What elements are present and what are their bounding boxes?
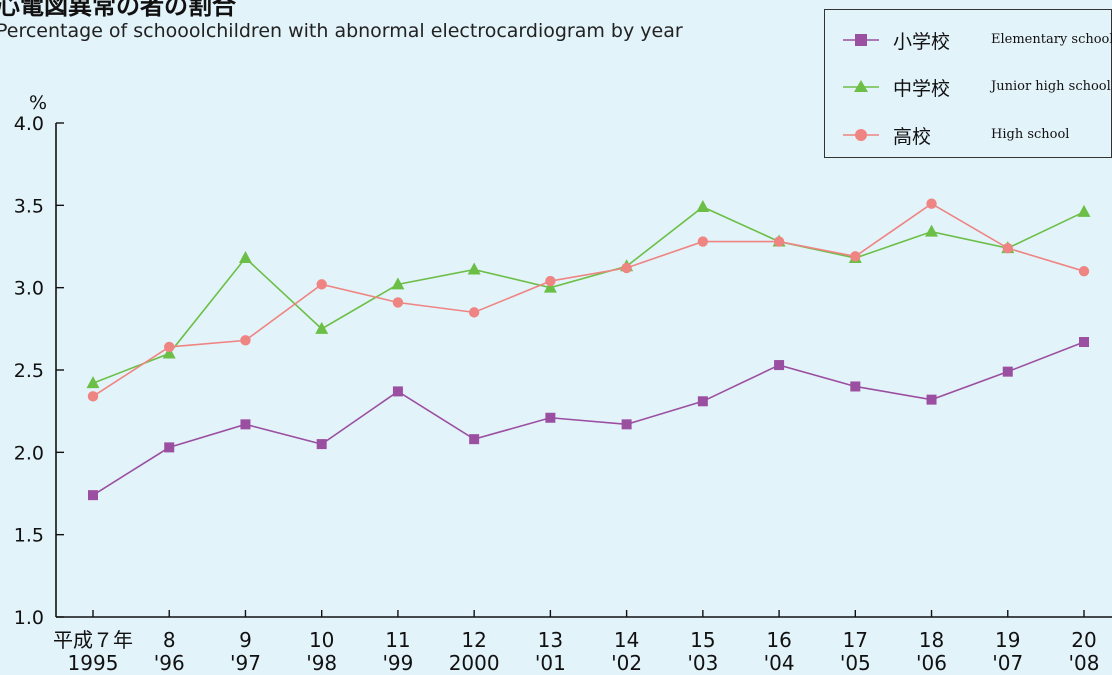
series-line-high (92, 202, 1085, 398)
x-tick-label-top: 12 (461, 628, 486, 652)
series-elementary (88, 337, 1089, 501)
legend-label-jp: 中学校 (893, 78, 951, 100)
data-point-triangle (391, 277, 405, 290)
legend-label-jp: 高校 (893, 126, 932, 148)
x-tick-label-top: 13 (538, 628, 563, 652)
x-tick-label-top: 16 (766, 628, 791, 652)
x-tick-label-top: 8 (163, 628, 176, 652)
chart-title: 心電図異常の者の割合 (0, 0, 236, 20)
x-tick-label-top: 19 (995, 628, 1020, 652)
data-point-square (316, 439, 327, 450)
x-tick-label-bottom: 2000 (449, 651, 500, 675)
data-point-circle (316, 279, 327, 290)
chart-legend: 小学校 Elementary school 中学校 Junior high sc… (824, 9, 1112, 158)
data-point-circle (392, 297, 404, 308)
data-point-circle (164, 341, 175, 353)
data-point-square (1079, 337, 1089, 348)
data-point-circle (545, 275, 556, 287)
data-point-square (1002, 366, 1013, 377)
x-tick-label-top: 20 (1071, 628, 1096, 652)
x-tick-label-bottom: '06 (916, 651, 947, 675)
x-tick-label-bottom: '05 (840, 651, 871, 675)
series-high (87, 198, 1090, 402)
x-tick-label-bottom: '04 (764, 651, 795, 675)
data-point-circle (850, 251, 861, 262)
data-point-circle (468, 307, 480, 318)
data-point-square (392, 386, 403, 397)
y-tick-label: 1.0 (14, 607, 44, 629)
data-point-triangle (162, 346, 176, 359)
x-tick-label-top: 10 (309, 628, 334, 652)
y-tick-label: 2.5 (14, 360, 44, 382)
y-tick-label: 1.5 (14, 525, 44, 547)
legend-square-marker-icon (843, 34, 879, 46)
legend-label-en: Elementary school (991, 32, 1112, 47)
y-tick-label: 3.5 (14, 195, 44, 217)
x-tick-label-top: 11 (385, 628, 410, 652)
data-point-square (926, 394, 937, 405)
x-tick-label-top: 9 (239, 628, 252, 652)
data-point-square (469, 434, 480, 445)
data-point-square (850, 381, 861, 392)
x-tick-label-top: 平成７年 (53, 628, 133, 652)
y-axis-unit: % (29, 92, 47, 114)
x-tick-label-bottom: 1995 (68, 651, 119, 675)
data-point-triangle (925, 224, 939, 237)
x-tick-label-top: 14 (614, 628, 639, 652)
y-tick-label: 2.0 (14, 442, 44, 464)
data-point-circle (1002, 242, 1013, 254)
data-point-circle (926, 198, 937, 209)
x-tick-label-bottom: '98 (306, 651, 337, 675)
x-tick-label-top: 17 (843, 628, 868, 652)
series-junior (86, 199, 1091, 389)
x-tick-label-bottom: '03 (687, 651, 718, 675)
data-point-triangle (467, 262, 481, 275)
legend-item-high: 高校 High school (841, 123, 1111, 148)
data-point-square (621, 419, 632, 430)
data-point-triangle (86, 376, 100, 389)
x-tick-label-top: 18 (919, 628, 944, 652)
legend-label-jp: 小学校 (893, 31, 951, 53)
series-line-junior (92, 206, 1085, 384)
legend-item-junior: 中学校 Junior high school (841, 75, 1111, 100)
data-point-triangle (315, 321, 329, 334)
series-line-elementary (92, 341, 1085, 496)
chart-subtitle: Percentage of schooolchildren with abnor… (0, 20, 683, 42)
legend-circle-marker-icon (843, 129, 879, 141)
x-tick-label-bottom: '07 (992, 651, 1023, 675)
legend-item-elementary: 小学校 Elementary school (841, 28, 1112, 53)
legend-label-en: High school (991, 127, 1070, 142)
data-point-circle (697, 236, 709, 247)
data-point-triangle (543, 280, 557, 293)
data-point-circle (621, 262, 632, 274)
data-point-triangle (238, 251, 252, 264)
data-point-circle (240, 335, 251, 346)
x-tick-label-bottom: '96 (154, 651, 185, 675)
data-point-triangle (696, 199, 710, 212)
x-tick-label-bottom: '97 (230, 651, 261, 675)
data-point-triangle (1077, 204, 1091, 217)
x-tick-label-bottom: '99 (382, 651, 413, 675)
series-layer (86, 198, 1091, 501)
data-point-square (545, 412, 556, 423)
data-point-circle (773, 236, 785, 247)
data-point-square (240, 419, 251, 430)
legend-triangle-marker-icon (843, 80, 879, 92)
x-tick-label-bottom: '02 (611, 651, 642, 675)
x-tick-label-bottom: '01 (535, 651, 566, 675)
data-point-square (164, 442, 175, 453)
x-tick-label-top: 15 (690, 628, 715, 652)
y-tick-label: 3.0 (14, 278, 44, 300)
data-point-circle (1078, 266, 1090, 277)
x-tick-label-bottom: '08 (1069, 651, 1100, 675)
y-tick-label: 4.0 (14, 113, 44, 135)
data-point-circle (87, 391, 99, 402)
data-point-square (88, 490, 98, 501)
legend-label-en: Junior high school (991, 79, 1111, 94)
data-point-square (697, 396, 708, 407)
data-point-square (774, 360, 785, 371)
